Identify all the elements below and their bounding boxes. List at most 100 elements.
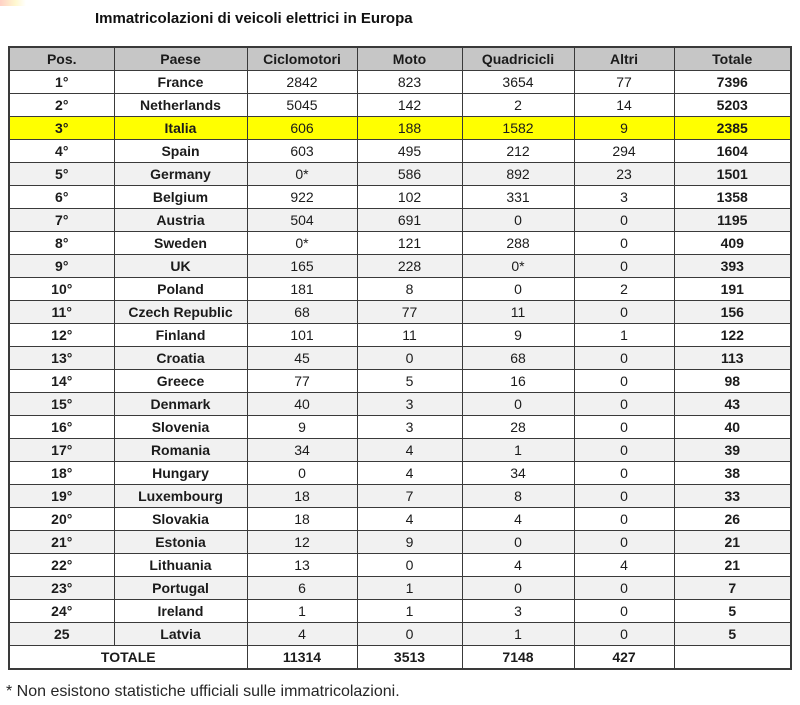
cell-totale: 122 xyxy=(673,323,792,347)
cell-totale: 191 xyxy=(673,277,792,301)
cell-moto: 0 xyxy=(356,622,463,646)
cell-ciclomotori: 0* xyxy=(246,162,358,186)
cell-altri: 0 xyxy=(573,415,675,439)
cell-pos: 11° xyxy=(8,300,115,324)
cell-moto: 4 xyxy=(356,507,463,531)
cell-altri: 0 xyxy=(573,300,675,324)
cell-ciclomotori: 922 xyxy=(246,185,358,209)
cell-pos: 24° xyxy=(8,599,115,623)
table-row: 6° Belgium 922 102 331 3 1358 xyxy=(8,185,792,209)
cell-country: Slovakia xyxy=(113,507,248,531)
table-row: 11° Czech Republic 68 77 11 0 156 xyxy=(8,300,792,324)
cell-pos: 13° xyxy=(8,346,115,370)
table-row: 21° Estonia 12 9 0 0 21 xyxy=(8,530,792,554)
cell-ciclomotori: 13 xyxy=(246,553,358,577)
cell-totale: 7 xyxy=(673,576,792,600)
cell-moto: 3 xyxy=(356,392,463,416)
cell-totale: 43 xyxy=(673,392,792,416)
cell-moto: 1 xyxy=(356,576,463,600)
cell-altri: 0 xyxy=(573,530,675,554)
cell-country: Romania xyxy=(113,438,248,462)
cell-quadricicli: 0 xyxy=(461,208,575,232)
table-body: 1° France 2842 823 3654 77 7396 2° Netherlands 50… xyxy=(8,70,792,670)
cell-quadricicli: 4 xyxy=(461,553,575,577)
table-row: 9° UK 165 228 0* 0 393 xyxy=(8,254,792,278)
cell-totale: 1195 xyxy=(673,208,792,232)
cell-moto: 495 xyxy=(356,139,463,163)
cell-totale: 1604 xyxy=(673,139,792,163)
cell-ciclomotori: 181 xyxy=(246,277,358,301)
cell-ciclomotori: 4 xyxy=(246,622,358,646)
page-title: Immatricolazioni di veicoli elettrici in… xyxy=(95,10,413,27)
cell-altri: 0 xyxy=(573,231,675,255)
cell-altri: 0 xyxy=(573,369,675,393)
cell-altri: 1 xyxy=(573,323,675,347)
cell-country: Czech Republic xyxy=(113,300,248,324)
column-header-paese: Paese xyxy=(113,46,248,71)
cell-ciclomotori: 1 xyxy=(246,599,358,623)
cell-pos: 14° xyxy=(8,369,115,393)
cell-ciclomotori: 12 xyxy=(246,530,358,554)
cell-moto: 0 xyxy=(356,346,463,370)
cell-moto: 77 xyxy=(356,300,463,324)
table-row: 15° Denmark 40 3 0 0 43 xyxy=(8,392,792,416)
cell-pos: 3° xyxy=(8,116,115,140)
cell-quadricicli: 9 xyxy=(461,323,575,347)
cell-total-label: TOTALE xyxy=(8,645,248,670)
cell-country: Denmark xyxy=(113,392,248,416)
cell-totale: 40 xyxy=(673,415,792,439)
cell-country: Poland xyxy=(113,277,248,301)
cell-ciclomotori: 77 xyxy=(246,369,358,393)
cell-ciclomotori: 2842 xyxy=(246,70,358,94)
footnote: * Non esistono statistiche ufficiali sul… xyxy=(6,683,400,700)
cell-altri: 0 xyxy=(573,346,675,370)
corner-logo-fragment xyxy=(0,0,26,6)
cell-totale: 393 xyxy=(673,254,792,278)
cell-pos: 4° xyxy=(8,139,115,163)
table-row: 7° Austria 504 691 0 0 1195 xyxy=(8,208,792,232)
table-row: 10° Poland 181 8 0 2 191 xyxy=(8,277,792,301)
cell-altri: 3 xyxy=(573,185,675,209)
cell-quadricicli: 28 xyxy=(461,415,575,439)
cell-pos: 5° xyxy=(8,162,115,186)
cell-total-moto: 3513 xyxy=(356,645,463,670)
cell-country: France xyxy=(113,70,248,94)
cell-total-quadricicli: 7148 xyxy=(461,645,575,670)
cell-quadricicli: 0 xyxy=(461,576,575,600)
cell-totale: 5203 xyxy=(673,93,792,117)
cell-country: Portugal xyxy=(113,576,248,600)
cell-quadricicli: 2 xyxy=(461,93,575,117)
cell-altri: 0 xyxy=(573,392,675,416)
cell-moto: 0 xyxy=(356,553,463,577)
cell-pos: 7° xyxy=(8,208,115,232)
cell-totale: 98 xyxy=(673,369,792,393)
cell-ciclomotori: 101 xyxy=(246,323,358,347)
cell-quadricicli: 892 xyxy=(461,162,575,186)
cell-ciclomotori: 606 xyxy=(246,116,358,140)
cell-pos: 17° xyxy=(8,438,115,462)
cell-pos: 23° xyxy=(8,576,115,600)
table-row: 24° Ireland 1 1 3 0 5 xyxy=(8,599,792,623)
table-row: 8° Sweden 0* 121 288 0 409 xyxy=(8,231,792,255)
cell-total-altri: 427 xyxy=(573,645,675,670)
cell-moto: 188 xyxy=(356,116,463,140)
cell-moto: 8 xyxy=(356,277,463,301)
cell-altri: 4 xyxy=(573,553,675,577)
cell-quadricicli: 331 xyxy=(461,185,575,209)
cell-pos: 6° xyxy=(8,185,115,209)
cell-country: Austria xyxy=(113,208,248,232)
cell-country: Spain xyxy=(113,139,248,163)
cell-moto: 142 xyxy=(356,93,463,117)
cell-altri: 0 xyxy=(573,622,675,646)
registrations-table: Pos. Paese Ciclomotori Moto Quadricicli Altri… xyxy=(8,46,792,670)
cell-ciclomotori: 6 xyxy=(246,576,358,600)
cell-quadricicli: 288 xyxy=(461,231,575,255)
cell-totale: 39 xyxy=(673,438,792,462)
cell-pos: 18° xyxy=(8,461,115,485)
cell-moto: 11 xyxy=(356,323,463,347)
cell-quadricicli: 3 xyxy=(461,599,575,623)
cell-altri: 0 xyxy=(573,484,675,508)
cell-country: Luxembourg xyxy=(113,484,248,508)
table-row: 23° Portugal 6 1 0 0 7 xyxy=(8,576,792,600)
cell-quadricicli: 4 xyxy=(461,507,575,531)
